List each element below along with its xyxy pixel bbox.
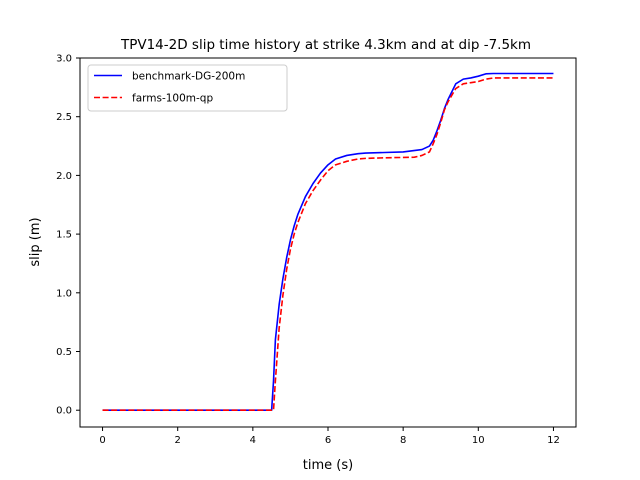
- y-tick-label: 1.5: [56, 230, 72, 241]
- series-line-benchmark-dg-200m: [102, 72, 554, 412]
- y-tick-label: 0.5: [56, 347, 72, 358]
- series-line-farms-100m-qp: [102, 77, 554, 412]
- y-tick-label: 1.0: [56, 288, 72, 299]
- plot-area-frame: [79, 57, 577, 428]
- x-tick-label: 12: [547, 435, 560, 446]
- chart-title: TPV14-2D slip time history at strike 4.3…: [120, 37, 531, 53]
- legend-label-benchmark-dg-200m: benchmark-DG-200m: [132, 71, 245, 83]
- y-tick-label: 2.5: [56, 112, 72, 123]
- x-tick-label: 10: [472, 435, 485, 446]
- x-tick-label: 2: [175, 435, 181, 446]
- tick-layer: 0 2 4 6 8 10 12 0.0 0.5 1.0 1.5 2.0 2.5 3.0: [56, 54, 560, 447]
- y-tick-label: 3.0: [56, 54, 72, 65]
- y-tick-label: 2.0: [56, 171, 72, 182]
- x-tick-label: 4: [250, 435, 256, 446]
- legend-box: [87, 64, 288, 112]
- series-layer: [102, 72, 554, 412]
- x-axis-label: time (s): [303, 458, 353, 473]
- y-axis-label: slip (m): [28, 217, 43, 266]
- x-tick-label: 8: [400, 435, 406, 446]
- y-tick-label: 0.0: [56, 406, 72, 417]
- legend-label-farms-100m-qp: farms-100m-qp: [132, 93, 213, 105]
- x-tick-label: 0: [99, 435, 105, 446]
- legend: benchmark-DG-200m farms-100m-qp: [87, 64, 288, 112]
- x-tick-label: 6: [325, 435, 331, 446]
